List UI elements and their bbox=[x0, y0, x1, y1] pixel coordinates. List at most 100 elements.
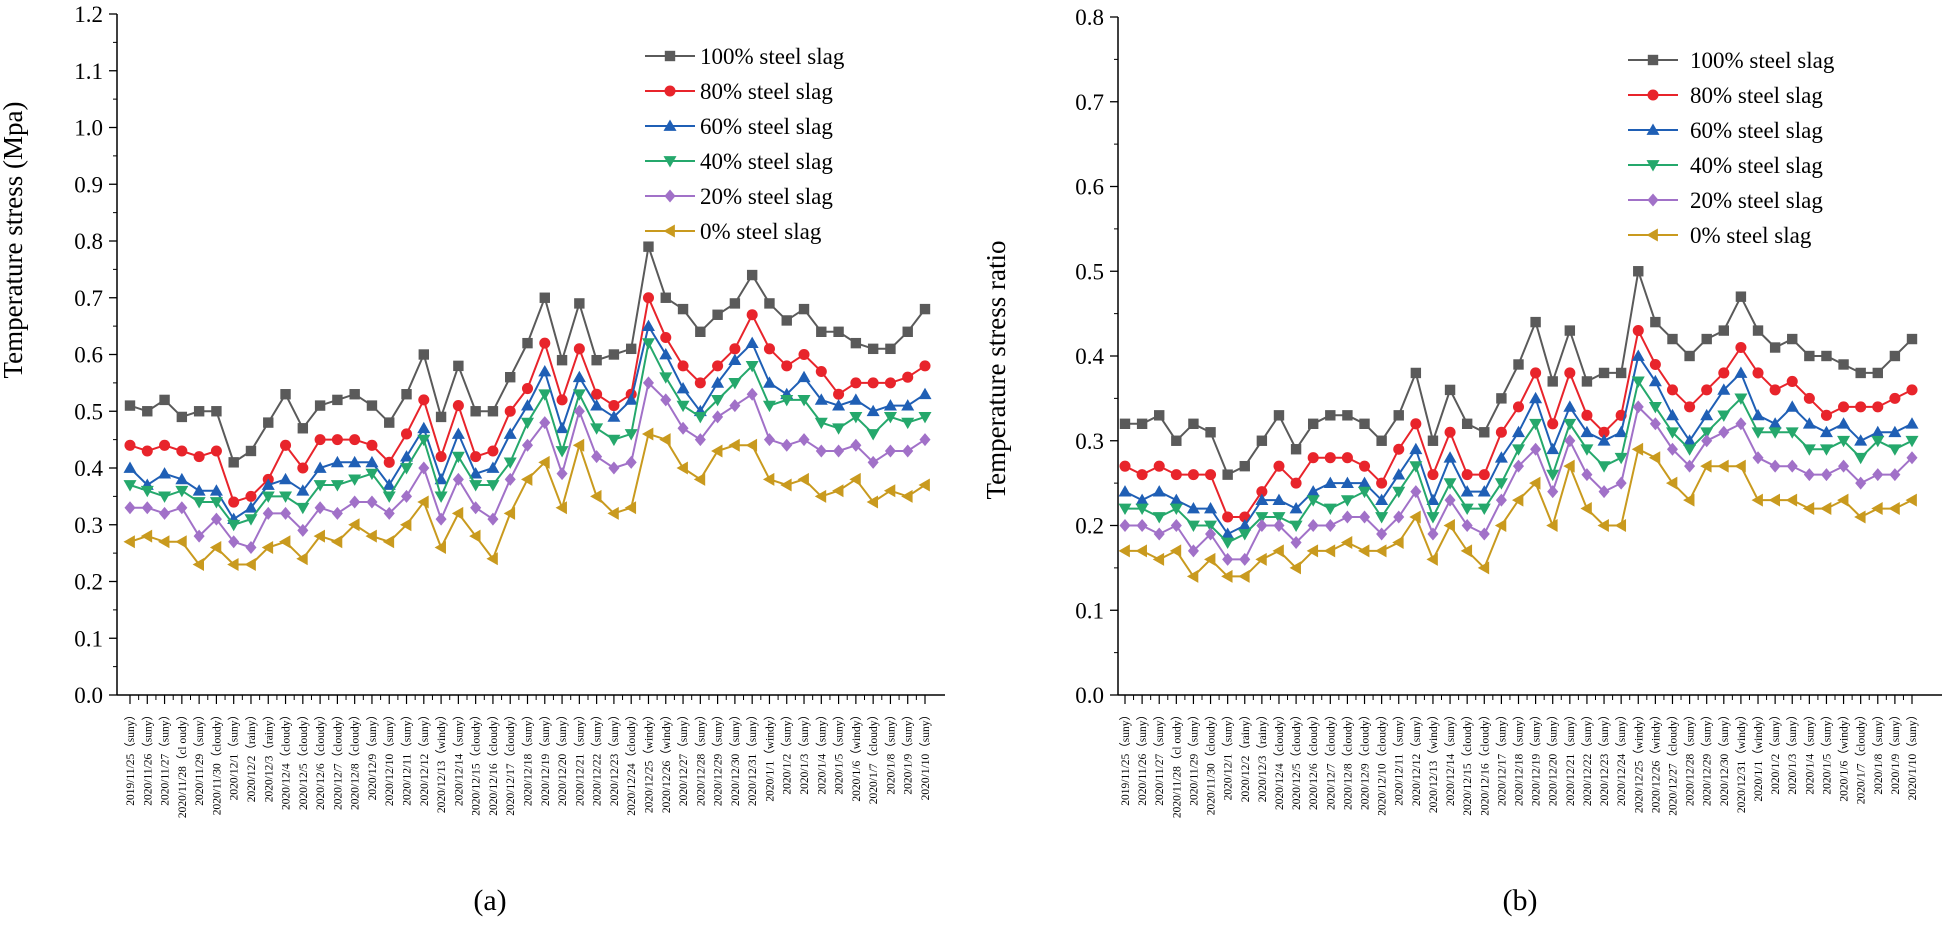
data-point bbox=[641, 338, 655, 350]
data-point bbox=[1701, 333, 1712, 345]
data-point bbox=[176, 501, 188, 515]
data-point bbox=[1614, 425, 1628, 438]
data-point bbox=[245, 540, 257, 554]
data-point bbox=[1871, 435, 1885, 448]
data-point bbox=[469, 480, 483, 492]
data-point bbox=[1273, 460, 1285, 472]
data-point bbox=[866, 404, 880, 417]
data-point bbox=[642, 376, 655, 390]
legend-marker bbox=[664, 85, 676, 97]
data-point bbox=[919, 303, 931, 315]
data-point bbox=[1752, 325, 1764, 336]
data-point bbox=[763, 343, 775, 355]
data-point bbox=[746, 387, 758, 401]
data-point bbox=[1171, 435, 1182, 446]
x-tick-label: 2020/12/25（windy） bbox=[1632, 709, 1645, 813]
x-tick-label: 2020/11/30（cloudy） bbox=[1205, 709, 1218, 815]
data-point bbox=[1478, 527, 1490, 541]
data-point bbox=[330, 480, 344, 492]
data-point bbox=[193, 451, 205, 463]
x-tick-label: 2020/1/6（windy） bbox=[1838, 709, 1851, 802]
data-point bbox=[1426, 493, 1440, 505]
y-tick-label: 0.9 bbox=[74, 172, 103, 197]
data-point bbox=[261, 540, 274, 554]
x-tick-label: 2019/11/25（suny） bbox=[124, 709, 137, 806]
data-point bbox=[1905, 493, 1917, 507]
legend-marker bbox=[1646, 160, 1660, 172]
data-point bbox=[711, 376, 725, 388]
data-point bbox=[141, 445, 153, 457]
data-point bbox=[1803, 392, 1815, 404]
data-point bbox=[1494, 478, 1508, 490]
data-point bbox=[522, 337, 533, 349]
legend-label: 20% steel slag bbox=[1690, 188, 1823, 213]
x-tick-label: 2020/11/28（cl oudy） bbox=[1170, 709, 1183, 818]
data-point bbox=[624, 501, 637, 515]
data-point bbox=[1392, 486, 1406, 499]
data-point bbox=[142, 406, 153, 417]
data-point bbox=[1803, 468, 1815, 482]
data-point bbox=[1170, 519, 1182, 532]
x-tick-label: 2020/12/12（suny） bbox=[1410, 709, 1423, 806]
data-point bbox=[1648, 374, 1662, 387]
data-point bbox=[1683, 434, 1697, 446]
data-point bbox=[1786, 459, 1798, 473]
data-point bbox=[1410, 367, 1422, 379]
data-point bbox=[487, 406, 499, 417]
series-line bbox=[1124, 327, 1913, 518]
data-point bbox=[331, 506, 343, 520]
data-point bbox=[1154, 410, 1165, 421]
data-point bbox=[417, 495, 429, 509]
data-point bbox=[1735, 342, 1747, 354]
data-point bbox=[1204, 502, 1218, 514]
data-point bbox=[296, 502, 310, 515]
data-point bbox=[1136, 469, 1148, 481]
data-point bbox=[797, 395, 811, 407]
legend-entry: 80% steel slag bbox=[1628, 83, 1823, 108]
y-axis-title-a: Temperature stress (Mpa) bbox=[0, 101, 28, 378]
x-tick-label: 2020/11/26（suny） bbox=[1136, 709, 1149, 806]
y-tick-label: 0.0 bbox=[1075, 683, 1104, 708]
x-tick-label: 2020/1/7（cloudy） bbox=[867, 709, 880, 804]
data-point bbox=[159, 394, 170, 406]
data-point bbox=[1340, 535, 1353, 549]
data-point bbox=[314, 434, 326, 446]
data-point bbox=[451, 506, 464, 520]
data-point bbox=[349, 434, 361, 446]
data-point bbox=[1477, 561, 1490, 575]
data-point bbox=[158, 535, 170, 549]
data-point bbox=[1426, 512, 1440, 524]
data-point bbox=[1358, 510, 1371, 524]
data-point bbox=[694, 433, 706, 447]
x-tick-label: 2020/12/24（suny） bbox=[1615, 709, 1628, 806]
data-point bbox=[1325, 410, 1336, 421]
data-point bbox=[1888, 502, 1900, 516]
data-point bbox=[1409, 442, 1423, 455]
data-point bbox=[383, 456, 395, 468]
x-tick-label: 2020/12/27（cloudy） bbox=[1666, 709, 1679, 816]
data-point bbox=[608, 461, 620, 475]
data-point bbox=[1734, 366, 1748, 378]
data-point bbox=[1819, 425, 1833, 438]
legend-marker bbox=[1647, 54, 1659, 66]
data-point bbox=[762, 472, 775, 486]
data-point bbox=[313, 461, 327, 473]
data-point bbox=[1239, 460, 1250, 472]
data-point bbox=[503, 506, 516, 520]
x-tick-label: 2020/12/15（cloudy） bbox=[470, 709, 483, 816]
data-point bbox=[124, 439, 136, 451]
data-point bbox=[1821, 350, 1832, 362]
data-point bbox=[330, 535, 343, 549]
y-tick-label: 0.4 bbox=[74, 456, 103, 481]
x-tick-label: 2020/12/18（suny） bbox=[1513, 709, 1526, 806]
data-point bbox=[486, 461, 500, 473]
series-5 bbox=[123, 427, 930, 571]
data-point bbox=[849, 393, 863, 405]
data-point bbox=[1871, 502, 1883, 516]
data-point bbox=[728, 353, 742, 366]
y-tick-label: 0.4 bbox=[1075, 344, 1104, 369]
data-point bbox=[400, 489, 413, 503]
data-point bbox=[1152, 485, 1166, 497]
y-tick-label: 0.7 bbox=[1075, 90, 1104, 115]
